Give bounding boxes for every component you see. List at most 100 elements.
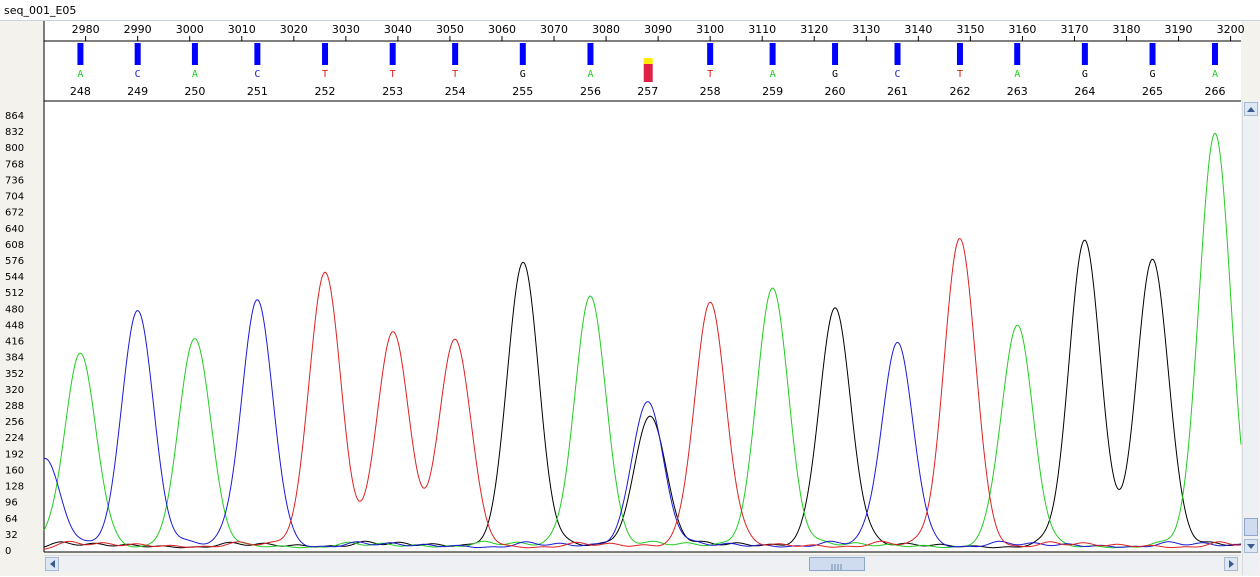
y-tick-label: 160 <box>5 465 24 476</box>
basecall-quality-bar <box>894 43 901 65</box>
scan-tick-label: 3160 <box>1008 23 1036 36</box>
base-position-label: 256 <box>580 85 601 98</box>
scan-tick-label: 3190 <box>1165 23 1193 36</box>
scroll-down-button[interactable] <box>1244 539 1258 553</box>
base-position-label: 248 <box>70 85 91 98</box>
y-tick-label: 512 <box>5 288 24 299</box>
y-tick-label: 128 <box>5 482 24 493</box>
basecall-letter: A <box>77 69 83 80</box>
base-position-label: 259 <box>762 85 783 98</box>
scan-tick-label: 3090 <box>644 23 672 36</box>
basecall-quality-bar <box>1014 43 1021 65</box>
base-position-label: 257 <box>637 85 658 98</box>
basecall-quality-bar <box>832 43 839 65</box>
basecall-letter: T <box>957 69 963 80</box>
y-tick-label: 256 <box>5 417 24 428</box>
y-tick-label: 800 <box>5 143 24 154</box>
base-position-label: 264 <box>1074 85 1095 98</box>
basecall-letter: G <box>520 69 526 80</box>
y-tick-label: 736 <box>5 175 24 186</box>
arrow-right-icon <box>1228 560 1234 568</box>
scan-tick-label: 3000 <box>176 23 204 36</box>
base-position-label: 265 <box>1142 85 1163 98</box>
base-position-label: 252 <box>315 85 336 98</box>
vertical-scrollbar[interactable] <box>1242 101 1259 575</box>
scan-tick-label: 3170 <box>1060 23 1088 36</box>
basecall-quality-bar <box>1211 43 1218 65</box>
window-title-bar: seq_001_E05 <box>0 0 1260 21</box>
plot-background <box>44 101 1241 552</box>
base-position-label: 255 <box>512 85 533 98</box>
arrow-up-icon <box>1247 106 1255 112</box>
base-position-label: 263 <box>1007 85 1028 98</box>
y-tick-label: 576 <box>5 256 24 267</box>
window-title: seq_001_E05 <box>4 4 77 17</box>
basecall-quality-bar <box>254 43 261 65</box>
basecall-letter: T <box>322 69 328 80</box>
basecall-letter: C <box>135 69 141 80</box>
y-tick-label: 704 <box>5 192 24 203</box>
scan-tick-label: 3100 <box>696 23 724 36</box>
y-tick-label: 640 <box>5 224 24 235</box>
basecall-quality-bar <box>77 43 84 65</box>
y-tick-label: 64 <box>5 514 18 525</box>
basecall-quality-bar <box>389 43 396 65</box>
y-tick-label: 768 <box>5 159 24 170</box>
scan-tick-label: 3150 <box>956 23 984 36</box>
horizontal-scroll-thumb[interactable] <box>809 557 865 571</box>
trace-G <box>43 239 1242 549</box>
basecall-letter: G <box>1150 69 1156 80</box>
scan-tick-label: 2980 <box>72 23 100 36</box>
y-tick-label: 96 <box>5 498 18 509</box>
y-tick-label: 672 <box>5 208 24 219</box>
basecall-letter: A <box>1212 69 1218 80</box>
basecall-quality-bar <box>322 43 329 65</box>
grip-icon <box>831 564 842 570</box>
basecall-letter: A <box>587 69 593 80</box>
scan-tick-label: 3120 <box>800 23 828 36</box>
basecall-quality-bar <box>1149 43 1156 65</box>
scan-tick-label: 3130 <box>852 23 880 36</box>
basecall-quality-bar <box>191 43 198 65</box>
basecall-quality-bar <box>519 43 526 65</box>
y-tick-label: 384 <box>5 353 24 364</box>
base-position-label: 258 <box>700 85 721 98</box>
y-tick-label: 352 <box>5 369 24 380</box>
basecall-letter: A <box>770 69 776 80</box>
scan-tick-label: 3180 <box>1113 23 1141 36</box>
basecall-quality-bar <box>587 43 594 65</box>
basecall-letter: T <box>452 69 458 80</box>
y-tick-label: 832 <box>5 127 24 138</box>
arrow-down-icon <box>1247 543 1255 549</box>
base-position-label: 253 <box>382 85 403 98</box>
basecall-letter: G <box>1082 69 1088 80</box>
basecall-letter: A <box>1014 69 1020 80</box>
basecall-letter: C <box>894 69 900 80</box>
scroll-up-button[interactable] <box>1244 102 1258 116</box>
ruler-background <box>44 21 1241 101</box>
y-tick-label: 864 <box>5 111 24 122</box>
base-position-label: 266 <box>1204 85 1225 98</box>
trace-T <box>43 238 1242 550</box>
base-position-label: 262 <box>949 85 970 98</box>
y-tick-label: 224 <box>5 433 24 444</box>
horizontal-scrollbar[interactable] <box>44 555 1240 572</box>
y-tick-label: 608 <box>5 240 24 251</box>
basecall-quality-bar <box>769 43 776 65</box>
basecall-letter: C <box>254 69 260 80</box>
base-position-label: 254 <box>445 85 466 98</box>
y-tick-label: 448 <box>5 320 24 331</box>
scan-tick-label: 3010 <box>228 23 256 36</box>
scroll-right-button[interactable] <box>1224 557 1238 571</box>
basecall-quality-bar <box>1081 43 1088 65</box>
chromatogram-panel: 2980 2990 3000 3010 3020 3030 3040 3050 3060 3070… <box>0 21 1260 576</box>
scan-tick-label: 3020 <box>280 23 308 36</box>
basecall-quality-bar <box>643 64 653 82</box>
scroll-left-button[interactable] <box>45 557 59 571</box>
scan-tick-label: 3200 <box>1217 23 1245 36</box>
y-tick-label: 32 <box>5 530 18 541</box>
basecall-quality-bar <box>452 43 459 65</box>
base-position-label: 249 <box>127 85 148 98</box>
basecall-letter: A <box>192 69 198 80</box>
vertical-scroll-thumb[interactable] <box>1244 518 1258 536</box>
